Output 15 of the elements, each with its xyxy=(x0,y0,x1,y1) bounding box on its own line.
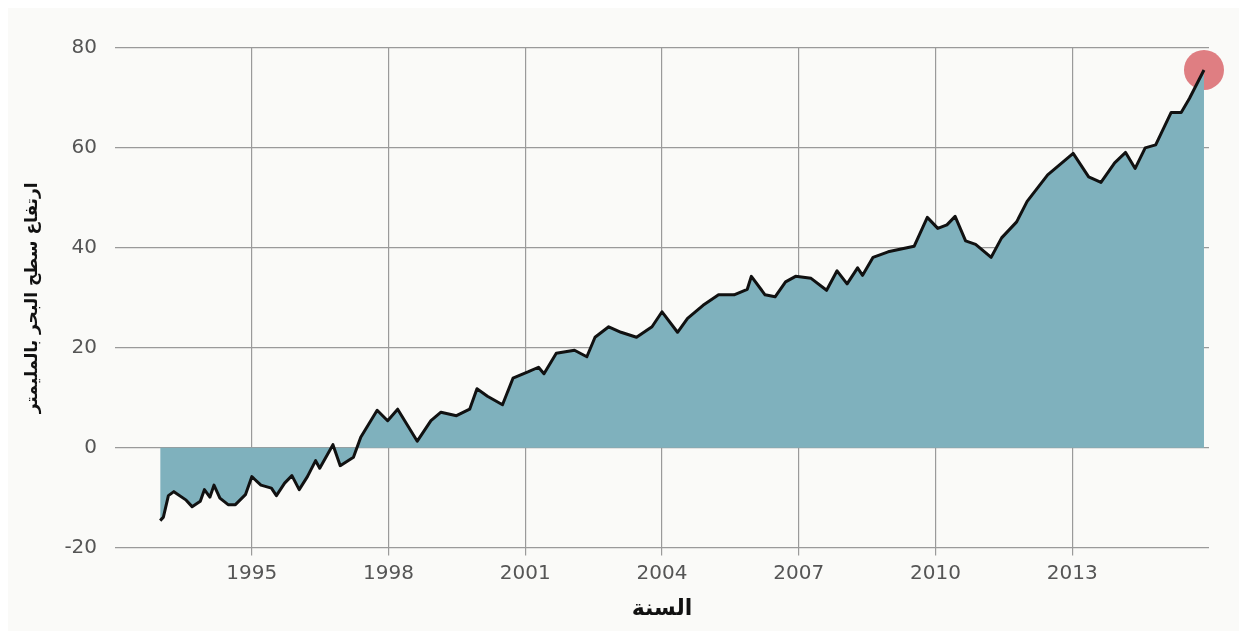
y-tick-label: 40 xyxy=(71,234,98,259)
y-tick-label: 60 xyxy=(71,134,98,159)
y-axis-title: ارتفاع سطح البحر بالمليمتر xyxy=(20,182,42,415)
x-axis-title: السنة xyxy=(631,594,693,620)
x-tick-label: 1998 xyxy=(363,559,414,584)
x-tick-label: 2010 xyxy=(910,559,961,584)
x-tick-label: 2007 xyxy=(773,559,825,584)
y-tick-label: -20 xyxy=(64,533,98,558)
x-tick-label: 1995 xyxy=(226,559,278,584)
y-tick-label: 80 xyxy=(71,34,98,59)
x-tick-label: 2001 xyxy=(499,559,551,584)
y-tick-label: 0 xyxy=(84,433,98,458)
x-tick-label: 2013 xyxy=(1046,559,1098,584)
x-tick-label: 2004 xyxy=(636,559,688,584)
y-tick-label: 20 xyxy=(71,333,98,358)
